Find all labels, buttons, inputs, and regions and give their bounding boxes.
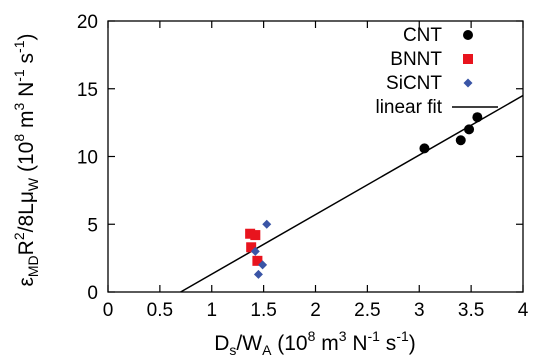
y-tick-label: 5	[87, 215, 98, 236]
x-tick-label: 4	[518, 300, 529, 321]
y-tick-label: 10	[77, 148, 98, 169]
sicnt-point	[262, 219, 272, 229]
sicnt-point	[253, 269, 263, 279]
x-tick-label: 1	[206, 300, 217, 321]
legend-label-cnt: CNT	[403, 25, 442, 46]
x-tick-label: 0.5	[147, 300, 173, 321]
legend-marker-bnnt	[463, 54, 473, 64]
sicnt-point	[258, 260, 268, 270]
bnnt-point	[250, 230, 261, 241]
x-tick-label: 3.5	[458, 300, 484, 321]
x-axis-ticks: 0 0.5 1 1.5 2 2.5 3 3.5 4	[103, 21, 529, 321]
x-tick-label: 1.5	[250, 300, 276, 321]
bnnt-point	[246, 242, 257, 253]
sicnt-point	[250, 246, 260, 256]
y-axis-label: εMDR2/8LμW (108 m3 N-1 s-1)	[11, 34, 41, 287]
bnnt-point	[245, 228, 256, 239]
y-tick-label: 0	[87, 283, 98, 304]
plot-frame	[107, 20, 524, 293]
legend-label-sicnt: SiCNT	[386, 73, 442, 94]
y-tick-label: 15	[77, 80, 98, 101]
y-tick-label: 20	[77, 12, 98, 33]
points-layer	[245, 112, 483, 279]
y-axis-ticks: 0 5 10 15 20	[77, 12, 523, 304]
x-tick-label: 2	[310, 300, 321, 321]
legend-marker-sicnt	[463, 78, 473, 88]
legend-label-linear-fit: linear fit	[375, 97, 442, 118]
cnt-point	[419, 143, 430, 154]
bnnt-point	[252, 255, 263, 266]
x-axis-label: Ds/WA (108 m3 N-1 s-1)	[214, 328, 416, 358]
cnt-point	[472, 112, 483, 123]
cnt-point	[455, 135, 466, 146]
legend-label-bnnt: BNNT	[390, 49, 442, 70]
fit-layer	[180, 94, 524, 293]
linear-fit-line	[180, 94, 524, 293]
legend: CNT BNNT SiCNT linear fit	[375, 25, 498, 118]
cnt-point	[464, 124, 475, 135]
x-tick-label: 2.5	[354, 300, 380, 321]
x-tick-label: 3	[414, 300, 425, 321]
legend-marker-cnt	[463, 30, 473, 40]
x-tick-label: 0	[103, 300, 114, 321]
